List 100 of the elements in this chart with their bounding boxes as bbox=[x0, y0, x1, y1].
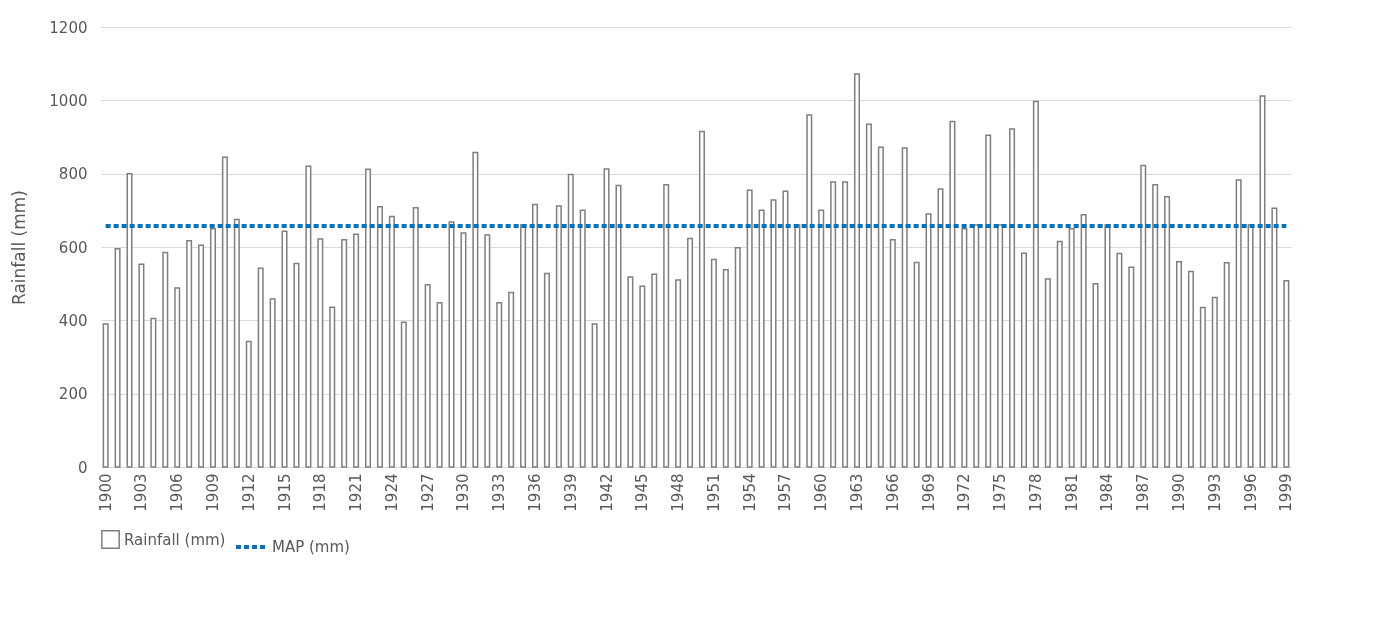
bar bbox=[269, 298, 276, 468]
bar bbox=[388, 215, 395, 468]
bar bbox=[317, 238, 324, 468]
bar bbox=[496, 301, 503, 468]
bar bbox=[162, 251, 169, 468]
bar bbox=[341, 238, 348, 468]
bar bbox=[424, 284, 431, 468]
bar bbox=[555, 205, 562, 468]
bar bbox=[484, 234, 491, 468]
bar bbox=[639, 285, 646, 468]
x-tick-label: 1930 bbox=[454, 473, 473, 512]
bar bbox=[925, 213, 932, 468]
bar bbox=[209, 227, 216, 468]
bar bbox=[305, 165, 312, 468]
x-tick-label: 1972 bbox=[955, 473, 974, 512]
bar bbox=[591, 323, 598, 468]
y-tick-label: 200 bbox=[58, 385, 88, 404]
bar bbox=[257, 267, 264, 468]
x-tick-label: 1963 bbox=[848, 473, 866, 512]
bar bbox=[567, 173, 574, 468]
bar bbox=[102, 323, 109, 468]
bar bbox=[174, 287, 181, 468]
bar bbox=[186, 240, 193, 468]
bar bbox=[579, 209, 586, 468]
x-tick-label: 1999 bbox=[1277, 473, 1296, 512]
x-tick-label: 1975 bbox=[991, 473, 1010, 512]
bar bbox=[818, 209, 825, 468]
bar bbox=[901, 147, 908, 468]
x-tick-label: 1993 bbox=[1205, 473, 1224, 512]
bar bbox=[877, 146, 884, 468]
bar bbox=[1235, 179, 1242, 468]
x-tick-label: 1981 bbox=[1062, 473, 1081, 512]
bar bbox=[400, 321, 407, 468]
x-tick-label: 1984 bbox=[1098, 473, 1117, 512]
bar bbox=[1044, 278, 1051, 468]
x-tick-label: 1996 bbox=[1241, 473, 1260, 512]
bar bbox=[997, 224, 1004, 468]
bar bbox=[1152, 183, 1159, 468]
bar bbox=[853, 73, 861, 468]
x-tick-label: 1936 bbox=[526, 473, 544, 512]
x-tick-label: 1948 bbox=[669, 473, 688, 512]
x-tick-label: 1927 bbox=[418, 473, 437, 512]
bar bbox=[1164, 196, 1171, 468]
bar bbox=[221, 156, 228, 468]
y-tick-label: 1200 bbox=[49, 18, 88, 37]
bar bbox=[937, 188, 944, 468]
bar bbox=[329, 306, 336, 468]
x-tick-label: 1933 bbox=[490, 473, 509, 512]
bar bbox=[138, 263, 145, 468]
bar bbox=[1247, 224, 1254, 468]
x-tick-label: 1942 bbox=[597, 473, 616, 512]
x-tick-label: 1906 bbox=[168, 473, 187, 512]
legend-label: MAP (mm) bbox=[272, 538, 350, 556]
bar bbox=[198, 244, 205, 468]
bar bbox=[436, 301, 443, 468]
bar bbox=[520, 224, 527, 468]
x-tick-label: 1918 bbox=[311, 473, 330, 512]
bar bbox=[365, 168, 372, 468]
bar bbox=[806, 114, 813, 468]
x-tick-label: 1924 bbox=[382, 473, 401, 512]
x-tick-label: 1966 bbox=[883, 473, 902, 512]
y-axis-title: Rainfall (mm) bbox=[9, 190, 30, 305]
x-tick-label: 1939 bbox=[561, 473, 580, 512]
bar bbox=[782, 190, 789, 468]
bar bbox=[1140, 164, 1147, 468]
bar bbox=[985, 134, 992, 468]
legend-label: Rainfall (mm) bbox=[124, 530, 226, 549]
bar bbox=[973, 224, 980, 468]
bar bbox=[114, 248, 121, 468]
bar bbox=[150, 317, 157, 468]
bar bbox=[1116, 252, 1123, 468]
bar bbox=[281, 230, 288, 468]
bar bbox=[233, 218, 240, 468]
bar bbox=[245, 340, 252, 468]
bar bbox=[448, 221, 455, 468]
x-tick-label: 1951 bbox=[704, 473, 723, 512]
x-tick-label: 1915 bbox=[275, 473, 294, 512]
bar bbox=[543, 272, 550, 468]
bar bbox=[1199, 306, 1206, 468]
x-tick-label: 1969 bbox=[919, 473, 938, 512]
x-tick-label: 1945 bbox=[633, 473, 652, 512]
bar bbox=[353, 233, 360, 468]
bar bbox=[412, 207, 419, 468]
bar bbox=[758, 209, 765, 468]
bar bbox=[889, 238, 896, 468]
bar bbox=[1223, 262, 1230, 468]
bar bbox=[913, 261, 920, 468]
bar bbox=[460, 232, 467, 468]
y-tick-label: 1000 bbox=[49, 91, 88, 110]
y-tick-label: 600 bbox=[58, 238, 88, 257]
y-tick-label: 0 bbox=[77, 458, 88, 477]
bar bbox=[842, 181, 849, 468]
bar bbox=[508, 291, 515, 468]
bar bbox=[531, 203, 539, 468]
x-tick-label: 1978 bbox=[1026, 473, 1045, 512]
bar bbox=[961, 227, 968, 468]
bar bbox=[663, 183, 670, 468]
bar bbox=[687, 237, 694, 468]
bar bbox=[1020, 252, 1027, 468]
bar bbox=[1283, 279, 1290, 468]
